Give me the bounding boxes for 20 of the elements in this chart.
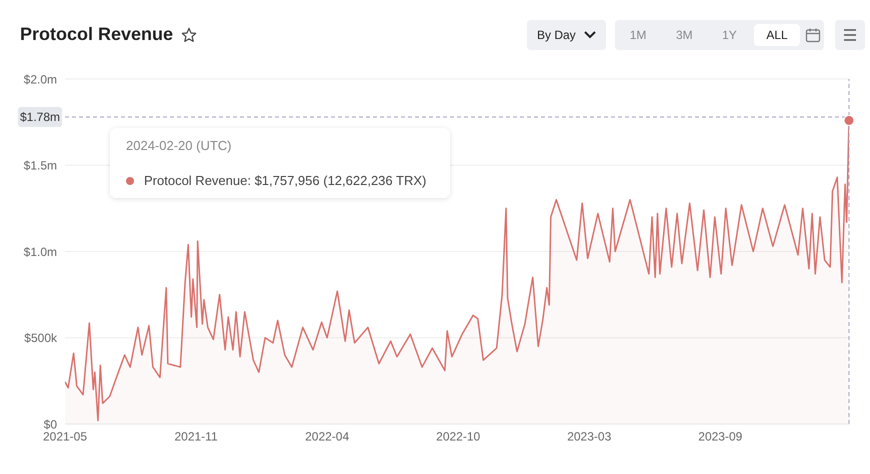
text: ALL (766, 28, 788, 42)
text: 3M (676, 28, 693, 42)
x-tick-label: 2022-04 (305, 430, 350, 444)
y-tick-label: $1.5m (24, 158, 57, 173)
ref-line-label: $1.78m (20, 110, 60, 124)
chart-title: Protocol Revenue (20, 24, 174, 45)
y-tick-label: $2.0m (24, 72, 57, 86)
x-tick-label: 2023-03 (567, 430, 612, 444)
x-tick-label: 2022-10 (436, 430, 481, 444)
text: By Day (537, 28, 576, 42)
y-tick-label: $0 (44, 417, 58, 432)
text: 1Y (722, 28, 737, 42)
y-tick-label: $1.0m (24, 244, 57, 259)
y-tick-label: $500k (24, 331, 58, 346)
x-tick-label: 2023-09 (698, 430, 743, 444)
x-tick-label: 2021-05 (42, 430, 88, 444)
annotation: 2024-02-20 (UTC) (126, 138, 232, 153)
annotation: Protocol Revenue: $1,757,956 (12,622,236 TRX) (144, 173, 426, 188)
x-tick-label: 2021-11 (174, 430, 218, 444)
text: 1M (630, 28, 646, 42)
